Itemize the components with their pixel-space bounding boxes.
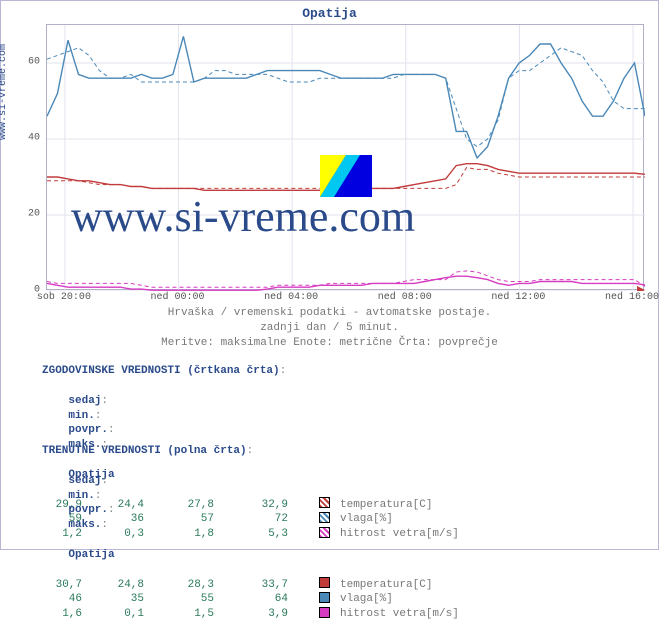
- x-tick-label: ned 12:00: [491, 292, 545, 303]
- caption-line-2: zadnji dan / 5 minut.: [0, 321, 659, 336]
- y-tick-label: 60: [28, 57, 40, 68]
- legend-hist-title: ZGODOVINSKE VREDNOSTI (črtkana črta): [42, 365, 280, 377]
- caption-line-1: Hrvaška / vremenski podatki - avtomatske…: [0, 306, 659, 321]
- x-tick-label: ned 00:00: [151, 292, 205, 303]
- chart-svg: [47, 25, 645, 291]
- caption-line-3: Meritve: maksimalne Enote: metrične Črta…: [0, 336, 659, 351]
- x-tick-label: ned 04:00: [264, 292, 318, 303]
- legend-now-title: TRENUTNE VREDNOSTI (polna črta): [42, 445, 247, 457]
- chart-plot-area: www.si-vreme.com: [46, 24, 644, 290]
- chart-title: Opatija: [0, 6, 659, 21]
- x-tick-label: ned 08:00: [378, 292, 432, 303]
- y-tick-label: 20: [28, 209, 40, 220]
- col-sedaj: sedaj: [68, 395, 101, 407]
- col-povpr: povpr.: [68, 424, 108, 436]
- legend-current: TRENUTNE VREDNOSTI (polna črta): sedaj: …: [42, 444, 459, 622]
- legend-row: 1,60,11,53,9hitrost vetra[m/s]: [42, 607, 459, 622]
- col-min: min.: [68, 410, 94, 422]
- x-axis-labels: sob 20:00ned 00:00ned 04:00ned 08:00ned …: [46, 292, 644, 306]
- chart-captions: Hrvaška / vremenski podatki - avtomatske…: [0, 306, 659, 351]
- legend-row: 30,724,828,333,7temperatura[C]: [42, 578, 459, 593]
- x-tick-label: sob 20:00: [37, 292, 91, 303]
- legend-row: 46355564vlaga[%]: [42, 592, 459, 607]
- x-tick-label: ned 16:00: [605, 292, 659, 303]
- y-axis-labels: 0204060: [0, 24, 42, 290]
- y-tick-label: 40: [28, 133, 40, 144]
